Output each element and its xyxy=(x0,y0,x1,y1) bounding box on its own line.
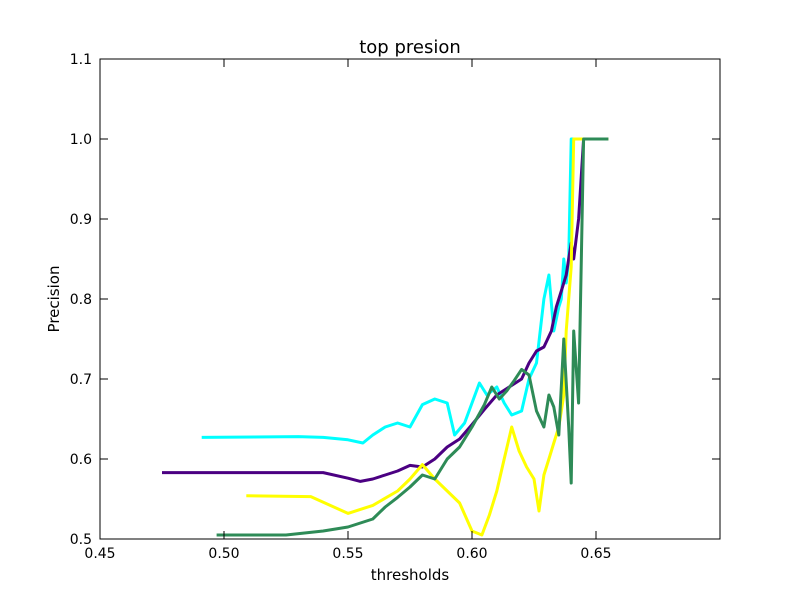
y-tick-label: 0.5 xyxy=(70,532,92,548)
series-line-3 xyxy=(246,137,609,537)
x-tick-label: 0.50 xyxy=(208,546,239,562)
x-axis-label: thresholds xyxy=(371,566,450,584)
y-tick-label: 0.8 xyxy=(70,292,92,308)
y-tick-label: 0.7 xyxy=(70,372,92,388)
x-tick-label: 0.60 xyxy=(456,546,487,562)
y-axis-label: Precision xyxy=(45,266,63,333)
series-line-1 xyxy=(201,137,609,445)
y-axis: 0.5 0.6 0.7 0.8 0.9 1.0 1.1 xyxy=(70,52,720,548)
chart-title: top presion xyxy=(359,37,461,58)
y-tick-label: 1.1 xyxy=(70,52,92,68)
y-tick-label: 0.9 xyxy=(70,212,92,228)
x-tick-label: 0.65 xyxy=(580,546,611,562)
y-tick-label: 1.0 xyxy=(70,132,92,148)
x-axis: 0.45 0.50 0.55 0.60 0.65 xyxy=(84,59,612,562)
x-tick-label: 0.45 xyxy=(84,546,115,562)
series-layer xyxy=(162,137,609,537)
x-tick-label: 0.55 xyxy=(332,546,363,562)
y-tick-label: 0.6 xyxy=(70,452,92,468)
series-line-4 xyxy=(216,137,609,537)
